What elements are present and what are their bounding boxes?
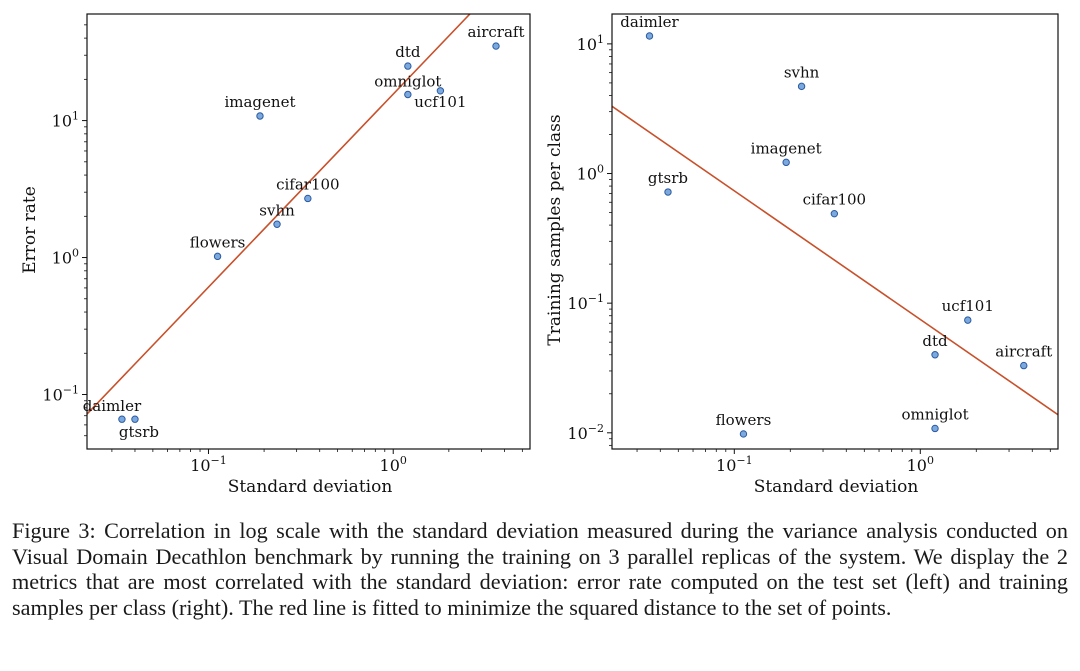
point-label-dtd: dtd — [922, 332, 948, 350]
point-label-ucf101: ucf101 — [942, 297, 994, 315]
data-point-imagenet — [256, 112, 264, 120]
y-tick-label: 100 — [52, 247, 79, 268]
data-point-dtd — [404, 62, 412, 70]
point-label-svhn: svhn — [259, 201, 295, 219]
y-tick-label: 101 — [577, 33, 604, 54]
right-x-axis-label: Standard deviation — [754, 477, 919, 497]
point-label-gtsrb: gtsrb — [648, 169, 688, 187]
data-point-cifar100 — [304, 194, 312, 203]
point-label-svhn: svhn — [784, 63, 820, 81]
data-point-omniglot — [404, 90, 412, 99]
fit-line — [87, 14, 471, 415]
data-point-daimler — [118, 415, 126, 423]
data-point-aircraft — [1020, 361, 1028, 370]
data-point-daimler — [645, 32, 654, 40]
fit-line — [612, 105, 1058, 416]
data-point-ucf101 — [436, 87, 445, 95]
point-label-ucf101: ucf101 — [414, 93, 466, 111]
data-point-omniglot — [931, 424, 939, 433]
y-tick-label: 10−2 — [567, 422, 604, 443]
point-label-imagenet: imagenet — [224, 93, 295, 111]
figure-caption: Figure 3: Correlation in log scale with … — [12, 518, 1068, 620]
point-label-aircraft: aircraft — [467, 23, 524, 41]
x-tick-label: 100 — [380, 454, 407, 475]
data-point-gtsrb — [131, 415, 139, 423]
figure: Error rate Standard deviation 10−1 100 10−… — [20, 13, 1059, 497]
chart-training-samples: Training samples per class Standard devi… — [545, 13, 1059, 497]
data-point-flowers — [213, 252, 222, 261]
x-tick-label: 10−1 — [190, 454, 227, 475]
x-tick-label: 100 — [907, 454, 934, 475]
data-point-ucf101 — [964, 316, 972, 324]
point-label-daimler: daimler — [83, 397, 142, 415]
point-label-gtsrb: gtsrb — [119, 423, 159, 441]
point-label-cifar100: cifar100 — [276, 175, 340, 193]
x-tick-label: 10−1 — [716, 454, 753, 475]
point-label-aircraft: aircraft — [995, 343, 1052, 361]
chart-error-rate: Error rate Standard deviation 10−1 100 10−… — [20, 13, 531, 497]
point-label-flowers: flowers — [190, 233, 246, 251]
point-label-omniglot: omniglot — [901, 405, 968, 423]
point-label-imagenet: imagenet — [751, 139, 822, 157]
point-label-dtd: dtd — [395, 43, 421, 61]
right-y-axis-label: Training samples per class — [545, 114, 565, 345]
data-point-imagenet — [782, 158, 790, 167]
left-y-axis-label: Error rate — [20, 186, 40, 274]
point-label-daimler: daimler — [620, 13, 679, 31]
point-label-omniglot: omniglot — [374, 73, 441, 91]
data-point-gtsrb — [664, 188, 672, 196]
data-point-aircraft — [492, 42, 500, 50]
data-point-cifar100 — [830, 209, 839, 218]
plot-frame — [611, 13, 1059, 450]
y-tick-label: 10−1 — [567, 292, 604, 313]
data-point-flowers — [739, 430, 748, 438]
y-tick-label: 10−1 — [42, 383, 79, 404]
point-label-flowers: flowers — [716, 411, 772, 429]
point-label-cifar100: cifar100 — [803, 191, 867, 209]
data-point-dtd — [931, 351, 939, 359]
data-point-svhn — [273, 220, 281, 228]
data-point-svhn — [797, 82, 806, 91]
y-tick-label: 101 — [52, 110, 79, 131]
left-x-axis-label: Standard deviation — [228, 477, 393, 497]
y-tick-label: 100 — [577, 163, 604, 184]
plot-frame — [86, 13, 531, 450]
